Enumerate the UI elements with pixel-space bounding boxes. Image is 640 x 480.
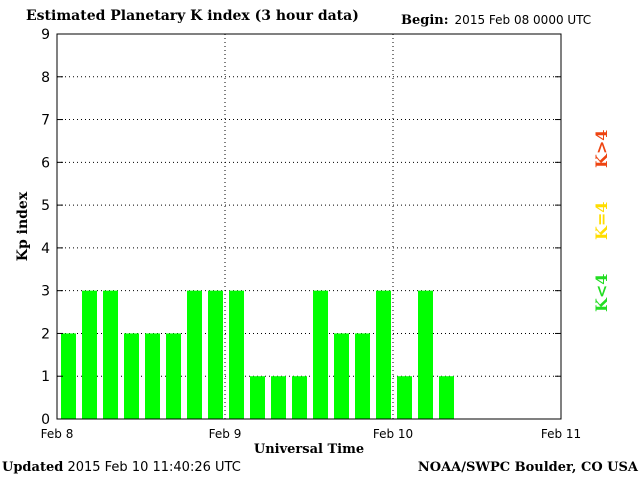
credit-text: NOAA/SWPC Boulder, CO USA [417, 460, 638, 475]
kp-bar [376, 290, 391, 419]
kp-bar [229, 290, 244, 419]
kp-bar [208, 290, 223, 419]
kp-bar [61, 333, 76, 419]
x-tick-label: Feb 9 [209, 427, 242, 441]
kp-bar [166, 333, 181, 419]
x-tick-label: Feb 11 [541, 427, 581, 441]
y-tick-label: 9 [41, 27, 50, 43]
y-tick-label: 5 [41, 198, 50, 214]
chart-title: Estimated Planetary K index (3 hour data… [26, 8, 359, 24]
begin-time: Begin: 2015 Feb 08 0000 UTC [401, 13, 591, 28]
y-tick-label: 1 [41, 369, 50, 385]
legend-k-greater-4: K>4 [592, 129, 611, 168]
y-tick-label: 7 [41, 113, 50, 129]
kp-bar [250, 376, 265, 419]
kp-bar [292, 376, 307, 419]
kp-bar [187, 290, 202, 419]
y-tick-label: 2 [41, 326, 50, 342]
kp-bar [124, 333, 139, 419]
x-tick-label: Feb 10 [373, 427, 413, 441]
updated-timestamp: Updated 2015 Feb 10 11:40:26 UTC [2, 460, 241, 475]
kp-bar [418, 290, 433, 419]
legend-k-equal-4: K=4 [592, 201, 611, 240]
kp-bar [334, 333, 349, 419]
y-tick-label: 8 [41, 70, 50, 86]
plot-frame [56, 33, 562, 420]
updated-value: 2015 Feb 10 11:40:26 UTC [67, 460, 241, 475]
kp-bar [82, 290, 97, 419]
y-tick-label: 6 [41, 155, 50, 171]
y-tick-label: 0 [41, 412, 50, 428]
x-axis-label: Universal Time [254, 442, 364, 457]
legend-k-less-4: K<4 [592, 273, 611, 312]
x-tick-label: Feb 8 [41, 427, 74, 441]
kp-bar [313, 290, 328, 419]
begin-value: 2015 Feb 08 0000 UTC [454, 13, 592, 27]
updated-label: Updated [2, 460, 64, 475]
kp-bar [397, 376, 412, 419]
y-tick-label: 3 [41, 284, 50, 300]
kp-bar [355, 333, 370, 419]
y-tick-label: 4 [41, 241, 50, 257]
kp-bar [145, 333, 160, 419]
kp-bar [103, 290, 118, 419]
kp-bar [439, 376, 454, 419]
begin-label: Begin: [401, 13, 449, 28]
y-axis-label: Kp index [15, 191, 31, 261]
kp-bar [271, 376, 286, 419]
